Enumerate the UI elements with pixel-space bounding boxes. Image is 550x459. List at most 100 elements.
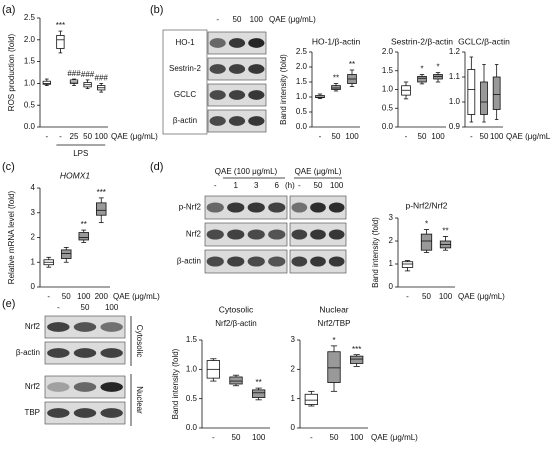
- box: [56, 35, 65, 49]
- blot-band: [248, 64, 265, 74]
- blot-band: [73, 382, 97, 392]
- lane-label: 100: [250, 15, 264, 24]
- blot-band: [310, 202, 326, 213]
- y-tick-label: 1.5: [186, 335, 198, 344]
- y-axis-label: Band intensity (fold): [279, 54, 288, 125]
- significance-label: *: [425, 220, 428, 229]
- blot-band: [247, 202, 265, 213]
- x-tick-label: 50: [422, 292, 431, 301]
- lane-label: 100: [105, 303, 119, 312]
- blot-unit: QAE (μg/mL): [295, 167, 342, 176]
- blot-band: [247, 229, 265, 240]
- panel-letter: (d): [150, 161, 163, 173]
- blot-band: [73, 322, 97, 332]
- panel-letter: (a): [2, 4, 15, 16]
- blot-band: [47, 322, 70, 332]
- panel-letter: (b): [150, 4, 163, 16]
- lane-label: -: [57, 303, 60, 312]
- row-label: p-Nrf2: [179, 203, 202, 212]
- lane-label: 3: [254, 181, 259, 190]
- blot-band: [209, 38, 226, 48]
- x-tick-label: -: [45, 132, 48, 141]
- blot-band: [73, 348, 97, 358]
- chart-subtitle: Nrf2/TBP: [318, 319, 351, 328]
- box: [42, 80, 51, 85]
- x-tick-label: -: [319, 132, 322, 141]
- x-tick-label: -: [406, 292, 409, 301]
- y-tick-label: 3: [389, 213, 394, 222]
- blot-label-frame: [162, 29, 208, 135]
- blot-band: [206, 202, 224, 213]
- x-axis-label: QAE (μg/mL): [113, 292, 160, 301]
- significance-label: *: [332, 336, 335, 345]
- row-label: Nrf2: [186, 230, 202, 239]
- panel-letter: (e): [2, 298, 15, 310]
- blot-band: [310, 229, 326, 240]
- x-tick-label: 100: [350, 433, 364, 442]
- y-tick-label: 1.0: [382, 85, 394, 94]
- significance-label: ###: [81, 70, 95, 79]
- x-tick-label: 50: [83, 132, 92, 141]
- y-tick-label: 1.5: [296, 77, 308, 86]
- box: [315, 95, 325, 98]
- y-tick-label: 1.2: [449, 47, 461, 56]
- blot-band: [227, 256, 245, 267]
- y-tick-label: 3: [291, 335, 296, 344]
- x-tick-label: -: [59, 132, 62, 141]
- x-tick-label: 100: [490, 132, 504, 141]
- blot-band: [328, 202, 345, 213]
- row-label: Nrf2: [25, 382, 41, 391]
- x-tick-label: 100: [439, 292, 453, 301]
- lane-label: -: [298, 181, 301, 190]
- blot-band: [248, 38, 265, 48]
- blot-band: [247, 256, 265, 267]
- y-tick-label: 1.1: [449, 72, 461, 81]
- box: [480, 81, 488, 115]
- blot-band: [228, 90, 246, 100]
- x-tick-label: 100: [77, 292, 91, 301]
- significance-label: ###: [67, 69, 81, 78]
- blot-band: [209, 64, 226, 74]
- y-tick-label: 3: [31, 208, 36, 217]
- x-tick-label: -: [310, 433, 313, 442]
- x-tick-label: 50: [332, 132, 341, 141]
- blot-band: [228, 38, 246, 48]
- x-tick-label: 50: [62, 292, 71, 301]
- chart-title: HO-1/β-actin: [312, 36, 361, 46]
- blot-band: [228, 64, 246, 74]
- box: [69, 79, 79, 84]
- significance-label: *: [420, 65, 423, 74]
- significance-label: ###: [95, 74, 109, 83]
- y-tick-label: 1: [291, 394, 296, 403]
- significance-label: ***: [97, 188, 106, 197]
- box: [252, 389, 266, 398]
- lane-label: -: [216, 15, 219, 24]
- x-tick-label: -: [212, 433, 215, 442]
- blot-unit: QAE (μg/mL): [269, 15, 316, 24]
- box: [78, 232, 89, 241]
- x-axis-label: QAE (μg/mL): [458, 292, 505, 301]
- row-label: β-actin: [177, 257, 201, 266]
- blot-band: [100, 348, 123, 358]
- blot-band: [268, 202, 286, 213]
- row-label: HO-1: [175, 38, 195, 47]
- y-tick-label: 0.5: [382, 103, 394, 112]
- y-tick-label: 1.0: [186, 364, 198, 373]
- blot-band: [100, 382, 123, 392]
- chart-title: Cytosolic: [219, 304, 254, 314]
- significance-label: *: [436, 63, 439, 72]
- y-tick-label: 0.5: [24, 100, 36, 109]
- row-label: Nrf2: [25, 322, 41, 331]
- row-label: GCLC: [174, 90, 196, 99]
- group-label: LPS: [73, 149, 88, 158]
- x-tick-label: -: [47, 292, 50, 301]
- y-tick-label: 1.5: [24, 57, 36, 66]
- y-tick-label: 0.5: [296, 107, 308, 116]
- box: [304, 393, 318, 405]
- x-tick-label: 100: [431, 132, 445, 141]
- lane-label: 6: [275, 181, 280, 190]
- blot-band: [228, 116, 246, 126]
- box: [96, 202, 107, 216]
- box: [467, 69, 476, 115]
